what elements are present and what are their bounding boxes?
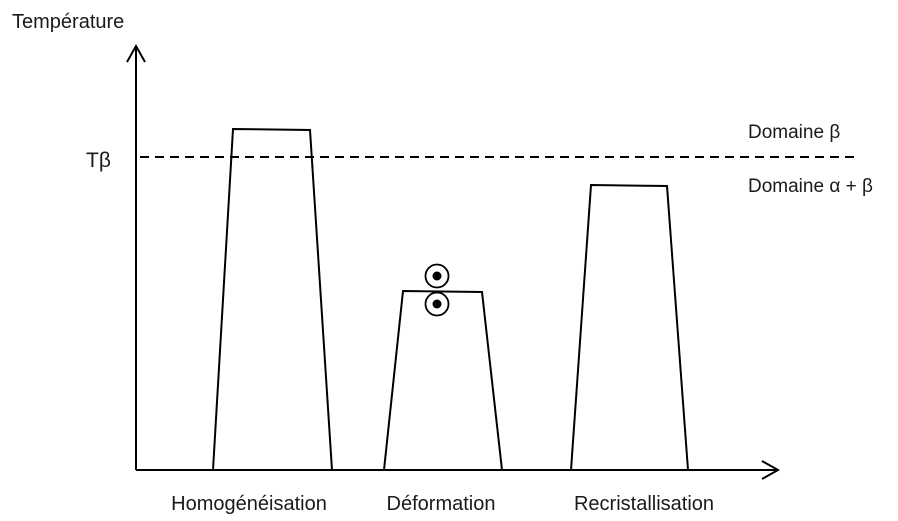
x-axis-arrowhead xyxy=(761,460,781,480)
roll-bottom-icon xyxy=(424,291,450,317)
temperature-profiles xyxy=(212,127,689,471)
y-axis-label: Température xyxy=(12,11,124,33)
domain-alpha-beta-label: Domaine α + β xyxy=(748,176,873,197)
roll-bottom-dot-icon xyxy=(432,299,442,309)
profile-deformation xyxy=(383,289,503,471)
roll-top-dot-icon xyxy=(432,271,442,281)
domain-beta-label: Domaine β xyxy=(748,122,840,143)
axes xyxy=(126,43,781,480)
step-label-deformation: Déformation xyxy=(387,493,496,515)
roll-top-icon xyxy=(424,263,450,289)
t-beta-label: Tβ xyxy=(86,149,111,172)
rolling-symbol-icon xyxy=(424,263,450,317)
step-label-recristallisation: Recristallisation xyxy=(574,493,714,515)
profile-homogenisation xyxy=(212,127,333,471)
step-label-homogenisation: Homogénéisation xyxy=(171,493,327,515)
profile-recristallisation xyxy=(570,183,689,471)
y-axis-arrowhead xyxy=(126,43,146,63)
